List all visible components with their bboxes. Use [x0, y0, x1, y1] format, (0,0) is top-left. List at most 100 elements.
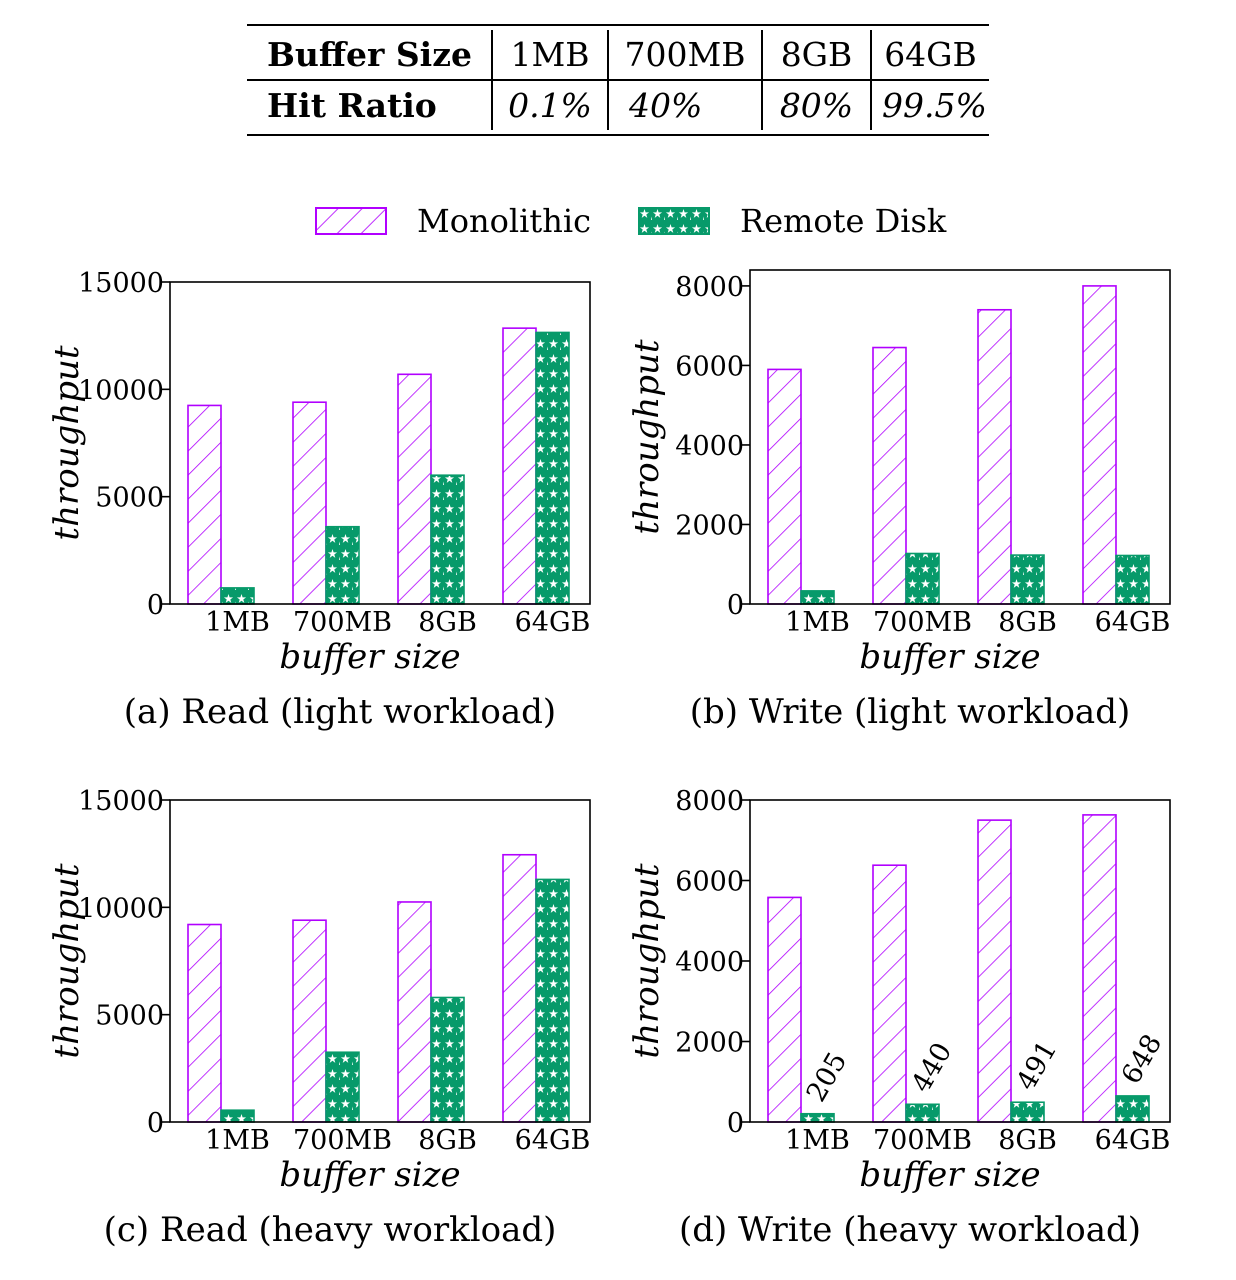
x-axis-label: buffer size	[859, 637, 1040, 677]
bar-remote-disk-8gb	[1010, 1101, 1045, 1123]
y-tick-label: 5000	[95, 483, 164, 514]
x-tick-label: 8GB	[998, 1125, 1057, 1156]
x-tick-label: 1MB	[785, 607, 850, 638]
bar-monolithic-64gb	[1082, 814, 1117, 1123]
x-tick-label: 64GB	[1095, 1125, 1171, 1156]
y-axis-label: throughput	[47, 345, 87, 541]
bar-value-label: 491	[1011, 1036, 1064, 1096]
caption-b: (b) Write (light workload)	[689, 692, 1131, 732]
bar-monolithic-700mb	[292, 919, 327, 1123]
table-bottom-rule	[247, 134, 989, 136]
y-axis-label: throughput	[627, 863, 667, 1059]
bar-remote-disk-64gb	[535, 331, 570, 605]
y-tick-label: 0	[727, 1108, 744, 1139]
bar-monolithic-1mb	[187, 404, 222, 605]
table-cell: 700MB	[607, 30, 762, 80]
bar-remote-disk-64gb	[535, 878, 570, 1123]
x-tick-label: 700MB	[873, 607, 972, 638]
bar-remote-disk-8gb	[430, 474, 465, 605]
y-tick-label: 10000	[78, 375, 164, 406]
y-tick-label: 0	[147, 590, 164, 621]
chart-svg: 0 2000 4000 6000 8000 1MB 700MB 8GB 64GB buffer s…	[627, 786, 1171, 1195]
x-tick-label: 8GB	[418, 607, 477, 638]
bar-monolithic-1mb	[767, 896, 802, 1123]
y-tick-label: 15000	[78, 268, 164, 299]
x-tick-label: 700MB	[873, 1125, 972, 1156]
legend-item-monolithic: Monolithic	[315, 202, 591, 240]
chart-svg: 0 5000 10000 15000 1MB 700MB 8GB 64GB buffer siz…	[47, 786, 591, 1195]
bar-remote-disk-1mb	[220, 1109, 255, 1123]
bar-remote-disk-700mb	[905, 552, 940, 605]
chart-c-read-heavy: 0 5000 10000 15000 1MB 700MB 8GB 64GB buffer siz…	[40, 782, 600, 1202]
row-header-hit-ratio: Hit Ratio	[247, 79, 492, 130]
x-tick-label: 1MB	[205, 1125, 270, 1156]
table-cell: 0.1%	[491, 79, 608, 130]
chart-d-write-heavy: 0 2000 4000 6000 8000 1MB 700MB 8GB 64GB buffer s…	[620, 782, 1180, 1202]
table-cell: 64GB	[870, 30, 989, 80]
plot-frame	[169, 281, 591, 605]
y-tick-label: 0	[147, 1108, 164, 1139]
x-tick-label: 700MB	[293, 1125, 392, 1156]
y-tick-label: 4000	[675, 431, 744, 462]
table-cell: 1MB	[491, 30, 608, 80]
chart-svg: 0 5000 10000 15000 1MB 700MB 8GB 64GB buffer siz…	[47, 268, 591, 677]
bar-monolithic-64gb	[1082, 285, 1117, 605]
caption-a: (a) Read (light workload)	[123, 692, 557, 732]
y-tick-label: 5000	[95, 1001, 164, 1032]
plot-frame	[749, 269, 1171, 605]
x-tick-label: 8GB	[998, 607, 1057, 638]
table-row-buffer-size: Buffer Size 1MB 700MB 8GB 64GB	[247, 30, 989, 80]
x-axis-label: buffer size	[279, 637, 460, 677]
bar-remote-disk-8gb	[1010, 554, 1045, 605]
bar-monolithic-64gb	[502, 327, 537, 605]
caption-d: (d) Write (heavy workload)	[678, 1210, 1142, 1250]
hit-ratio-grid: Buffer Size 1MB 700MB 8GB 64GB Hit Ratio…	[247, 30, 989, 130]
y-tick-label: 8000	[675, 786, 744, 817]
bar-monolithic-1mb	[767, 368, 802, 605]
chart-svg: 0 2000 4000 6000 8000 1MB 700MB 8GB 64GB buffer s…	[627, 269, 1171, 677]
y-axis-label: throughput	[47, 863, 87, 1059]
chart-a-read-light: 0 5000 10000 15000 1MB 700MB 8GB 64GB buffer siz…	[40, 262, 600, 682]
x-tick-label: 64GB	[1095, 607, 1171, 638]
bar-remote-disk-1mb	[220, 587, 255, 605]
x-tick-label: 700MB	[293, 607, 392, 638]
bar-remote-disk-64gb	[1115, 554, 1150, 605]
bar-monolithic-8gb	[397, 901, 432, 1123]
y-tick-label: 2000	[675, 510, 744, 541]
bar-monolithic-64gb	[502, 853, 537, 1123]
y-tick-label: 6000	[675, 351, 744, 382]
bar-monolithic-8gb	[397, 373, 432, 605]
bar-remote-disk-1mb	[800, 590, 835, 605]
plot-frame	[169, 799, 591, 1123]
bar-remote-disk-1mb	[800, 1112, 835, 1123]
x-tick-label: 1MB	[785, 1125, 850, 1156]
legend-label: Monolithic	[417, 202, 591, 240]
bar-remote-disk-700mb	[325, 525, 360, 605]
hit-ratio-table: Buffer Size 1MB 700MB 8GB 64GB Hit Ratio…	[247, 24, 989, 136]
x-tick-label: 64GB	[515, 607, 591, 638]
bar-remote-disk-8gb	[430, 996, 465, 1123]
x-axis-label: buffer size	[859, 1155, 1040, 1195]
hatch-swatch-icon	[315, 207, 387, 235]
table-cell: 40%	[607, 79, 762, 130]
bar-value-label: 648	[1116, 1029, 1169, 1089]
x-axis-label: buffer size	[279, 1155, 460, 1195]
x-tick-label: 64GB	[515, 1125, 591, 1156]
y-tick-label: 10000	[78, 893, 164, 924]
bar-monolithic-8gb	[977, 819, 1012, 1123]
y-tick-label: 4000	[675, 947, 744, 978]
bar-monolithic-1mb	[187, 923, 222, 1123]
y-axis-label: throughput	[627, 339, 667, 535]
table-cell: 99.5%	[870, 79, 989, 130]
chart-b-write-light: 0 2000 4000 6000 8000 1MB 700MB 8GB 64GB buffer s…	[620, 262, 1180, 682]
caption-c: (c) Read (heavy workload)	[103, 1210, 557, 1250]
table-row-hit-ratio: Hit Ratio 0.1% 40% 80% 99.5%	[247, 79, 989, 130]
x-tick-label: 1MB	[205, 607, 270, 638]
bar-monolithic-700mb	[872, 864, 907, 1123]
bar-remote-disk-64gb	[1115, 1095, 1150, 1123]
bar-monolithic-700mb	[872, 346, 907, 605]
y-tick-label: 8000	[675, 272, 744, 303]
bar-remote-disk-700mb	[905, 1103, 940, 1123]
y-tick-label: 6000	[675, 867, 744, 898]
star-swatch-icon	[638, 207, 710, 235]
